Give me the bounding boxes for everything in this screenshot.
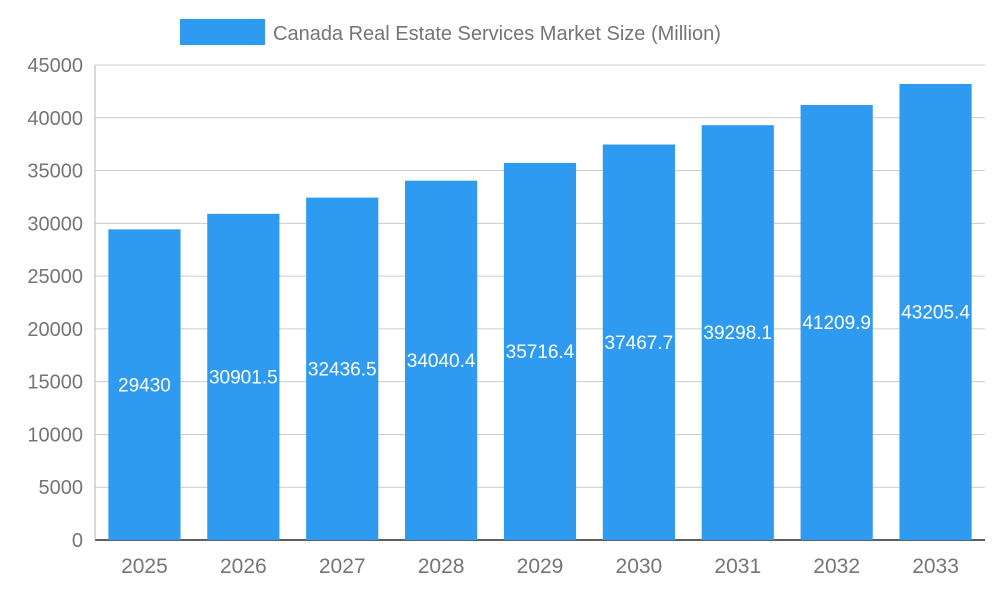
y-tick-label: 10000 xyxy=(27,424,83,446)
legend: Canada Real Estate Services Market Size … xyxy=(180,19,721,45)
bar-2026[interactable] xyxy=(207,213,280,540)
chart-title: Canada Real Estate Services Market Size … xyxy=(273,23,721,45)
bar-2027[interactable] xyxy=(306,197,379,540)
bar-2033[interactable] xyxy=(899,83,972,541)
y-tick-label: 25000 xyxy=(27,266,83,288)
plot-area: 0 5000 10000 15000 20000 25000 30000 35000 40000… xyxy=(27,55,985,578)
bar-value-label: 30901.5 xyxy=(209,368,278,389)
bar-2025[interactable] xyxy=(108,229,181,540)
bar-value-label: 37467.7 xyxy=(605,333,674,354)
y-tick-label: 35000 xyxy=(27,161,83,183)
bar-value-label: 39298.1 xyxy=(703,323,772,344)
y-tick-label: 45000 xyxy=(27,55,83,77)
x-tick-label: 2028 xyxy=(418,555,465,578)
bar-value-label: 32436.5 xyxy=(308,359,377,380)
bar-2028[interactable] xyxy=(405,180,478,540)
bar-2031[interactable] xyxy=(701,125,774,541)
bar-value-label: 43205.4 xyxy=(901,303,970,324)
x-tick-label: 2025 xyxy=(121,555,168,578)
y-tick-label: 0 xyxy=(72,530,83,552)
x-tick-label: 2033 xyxy=(912,555,959,578)
x-tick-label: 2029 xyxy=(517,555,564,578)
y-tick-label: 30000 xyxy=(27,213,83,235)
x-tick-label: 2026 xyxy=(220,555,267,578)
x-tick-label: 2031 xyxy=(714,555,761,578)
x-tick-label: 2030 xyxy=(616,555,663,578)
bar-2030[interactable] xyxy=(602,144,675,540)
bar-value-label: 29430 xyxy=(118,375,171,396)
x-tick-label: 2032 xyxy=(813,555,860,578)
x-tick-label: 2027 xyxy=(319,555,366,578)
bar-value-label: 35716.4 xyxy=(506,342,575,363)
y-tick-label: 40000 xyxy=(27,108,83,130)
y-tick-label: 5000 xyxy=(39,477,84,499)
y-tick-label: 15000 xyxy=(27,372,83,394)
y-tick-label: 20000 xyxy=(27,319,83,341)
legend-swatch xyxy=(180,19,265,45)
bar-2029[interactable] xyxy=(503,162,577,540)
bar-value-label: 41209.9 xyxy=(802,313,871,334)
bar-2032[interactable] xyxy=(800,105,873,540)
bar-value-label: 34040.4 xyxy=(407,351,476,372)
